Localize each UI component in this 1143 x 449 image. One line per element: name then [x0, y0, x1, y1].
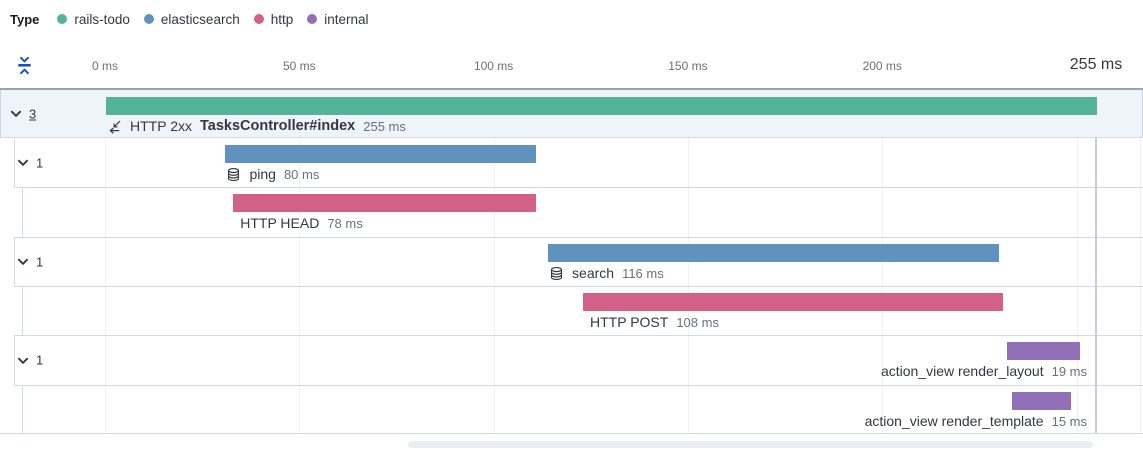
transaction-duration: 255 ms [363, 118, 406, 134]
span-label: HTTP POST 108 ms [590, 313, 719, 331]
legend-item-label: internal [324, 11, 369, 27]
row-separator [14, 335, 1143, 336]
legend-dot [307, 14, 318, 24]
span-bar[interactable] [1006, 342, 1081, 360]
horizontal-scrollbar-thumb[interactable] [408, 441, 1093, 448]
waterfall-row-ping[interactable]: 1 ping 80 ms [0, 138, 1143, 187]
span-duration: 15 ms [1051, 413, 1087, 429]
span-bar[interactable] [583, 293, 1003, 311]
chevron-down-icon [17, 159, 29, 167]
waterfall-row-http-post[interactable]: HTTP POST 108 ms [0, 286, 1143, 335]
indent-guide [22, 187, 23, 237]
span-bar[interactable] [1012, 392, 1071, 410]
transaction-result: HTTP 2xx [130, 118, 192, 134]
span-name: ping [249, 166, 276, 182]
collapse-toggle[interactable]: 1 [16, 155, 43, 170]
row-separator [14, 286, 1143, 287]
chevron-down-icon [10, 110, 22, 118]
span-label: action_view render_layout 19 ms [881, 362, 1087, 380]
time-axis: 255 ms 0 ms 50 ms 100 ms 150 ms 200 ms [0, 45, 1143, 90]
axis-tick-label: 100 ms [473, 59, 514, 73]
gridline [493, 90, 495, 433]
gridline-edge [1140, 90, 1141, 433]
row-separator [14, 237, 1143, 238]
span-name: action_view render_template [864, 413, 1044, 429]
gridline [1076, 90, 1078, 433]
legend-item-label: rails-todo [74, 11, 130, 27]
database-icon [549, 266, 564, 281]
fold-icon [15, 55, 34, 79]
chevron-down-icon [17, 357, 29, 364]
indent-guide [14, 138, 15, 187]
indent-guide [22, 385, 23, 433]
span-name: action_view render_layout [880, 363, 1044, 379]
span-name: HTTP HEAD [240, 215, 320, 231]
transaction-label: HTTP 2xx TasksController#index 255 ms [107, 117, 406, 135]
legend-item-label: http [270, 11, 294, 27]
collapse-toggle[interactable]: 3 [9, 106, 36, 121]
child-count: 1 [36, 254, 44, 269]
span-duration: 78 ms [327, 215, 363, 231]
child-count: 1 [36, 352, 44, 368]
legend-title: Type [10, 11, 40, 27]
legend-item[interactable]: rails-todo [57, 12, 130, 27]
legend-dot [143, 14, 154, 24]
waterfall-row-search[interactable]: 1 search 116 ms [0, 237, 1143, 286]
indent-guide [14, 237, 15, 286]
waterfall-row-render-layout[interactable]: 1 action_view render_layout 19 ms [0, 335, 1143, 385]
span-label: action_view render_template 15 ms [865, 412, 1087, 430]
axis-tick-label: 200 ms [862, 59, 902, 73]
collapse-toggle[interactable]: 1 [16, 254, 43, 269]
transaction-icon [107, 119, 122, 134]
gridline [299, 90, 301, 433]
database-icon [226, 167, 241, 182]
collapse-toggle[interactable]: 1 [16, 353, 43, 368]
axis-end-label: 255 ms [1069, 56, 1123, 73]
child-count: 3 [29, 106, 37, 121]
trace-end-line [1095, 138, 1097, 433]
span-duration: 116 ms [622, 265, 664, 281]
waterfall-row-transaction[interactable]: 3 HTTP 2xx TasksController#index 255 ms [0, 90, 1143, 138]
axis-tick-label: 0 ms [91, 59, 119, 73]
indent-guide [22, 286, 23, 335]
row-separator [14, 385, 1143, 386]
span-label: search 116 ms [549, 264, 664, 282]
transaction-name: TasksController#index [199, 118, 356, 134]
child-count: 1 [36, 155, 44, 170]
legend-items: rails-todo elasticsearch http internal [57, 11, 369, 27]
collapse-all-button[interactable] [11, 54, 37, 80]
span-duration: 19 ms [1051, 363, 1087, 379]
span-bar[interactable] [225, 145, 537, 163]
chevron-down-icon [17, 258, 29, 266]
span-bar[interactable] [233, 194, 537, 212]
axis-tick-label: 50 ms [282, 59, 316, 73]
row-separator [14, 187, 1143, 188]
waterfall-row-http-head[interactable]: HTTP HEAD 78 ms [0, 187, 1143, 237]
gridline [105, 90, 106, 433]
legend-item[interactable]: elasticsearch [143, 11, 240, 27]
legend-item[interactable]: internal [307, 11, 369, 27]
span-name: HTTP POST [590, 314, 669, 330]
waterfall-row-render-template[interactable]: action_view render_template 15 ms [0, 385, 1143, 433]
legend-item-label: elasticsearch [160, 11, 240, 27]
span-name: search [572, 265, 615, 281]
span-label: ping 80 ms [226, 165, 319, 183]
waterfall: 3 HTTP 2xx TasksController#index 255 ms … [0, 88, 1143, 434]
legend: Type rails-todo elasticsearch http internal [10, 9, 369, 29]
axis-tick-label: 150 ms [668, 59, 708, 73]
span-label: HTTP HEAD 78 ms [240, 214, 363, 232]
legend-item[interactable]: http [253, 11, 294, 27]
transaction-bar[interactable] [106, 97, 1097, 115]
span-duration: 80 ms [283, 166, 320, 182]
legend-dot [253, 14, 264, 24]
span-bar[interactable] [548, 244, 999, 262]
indent-guide [14, 335, 15, 385]
legend-dot [57, 14, 68, 24]
span-duration: 108 ms [676, 314, 719, 330]
